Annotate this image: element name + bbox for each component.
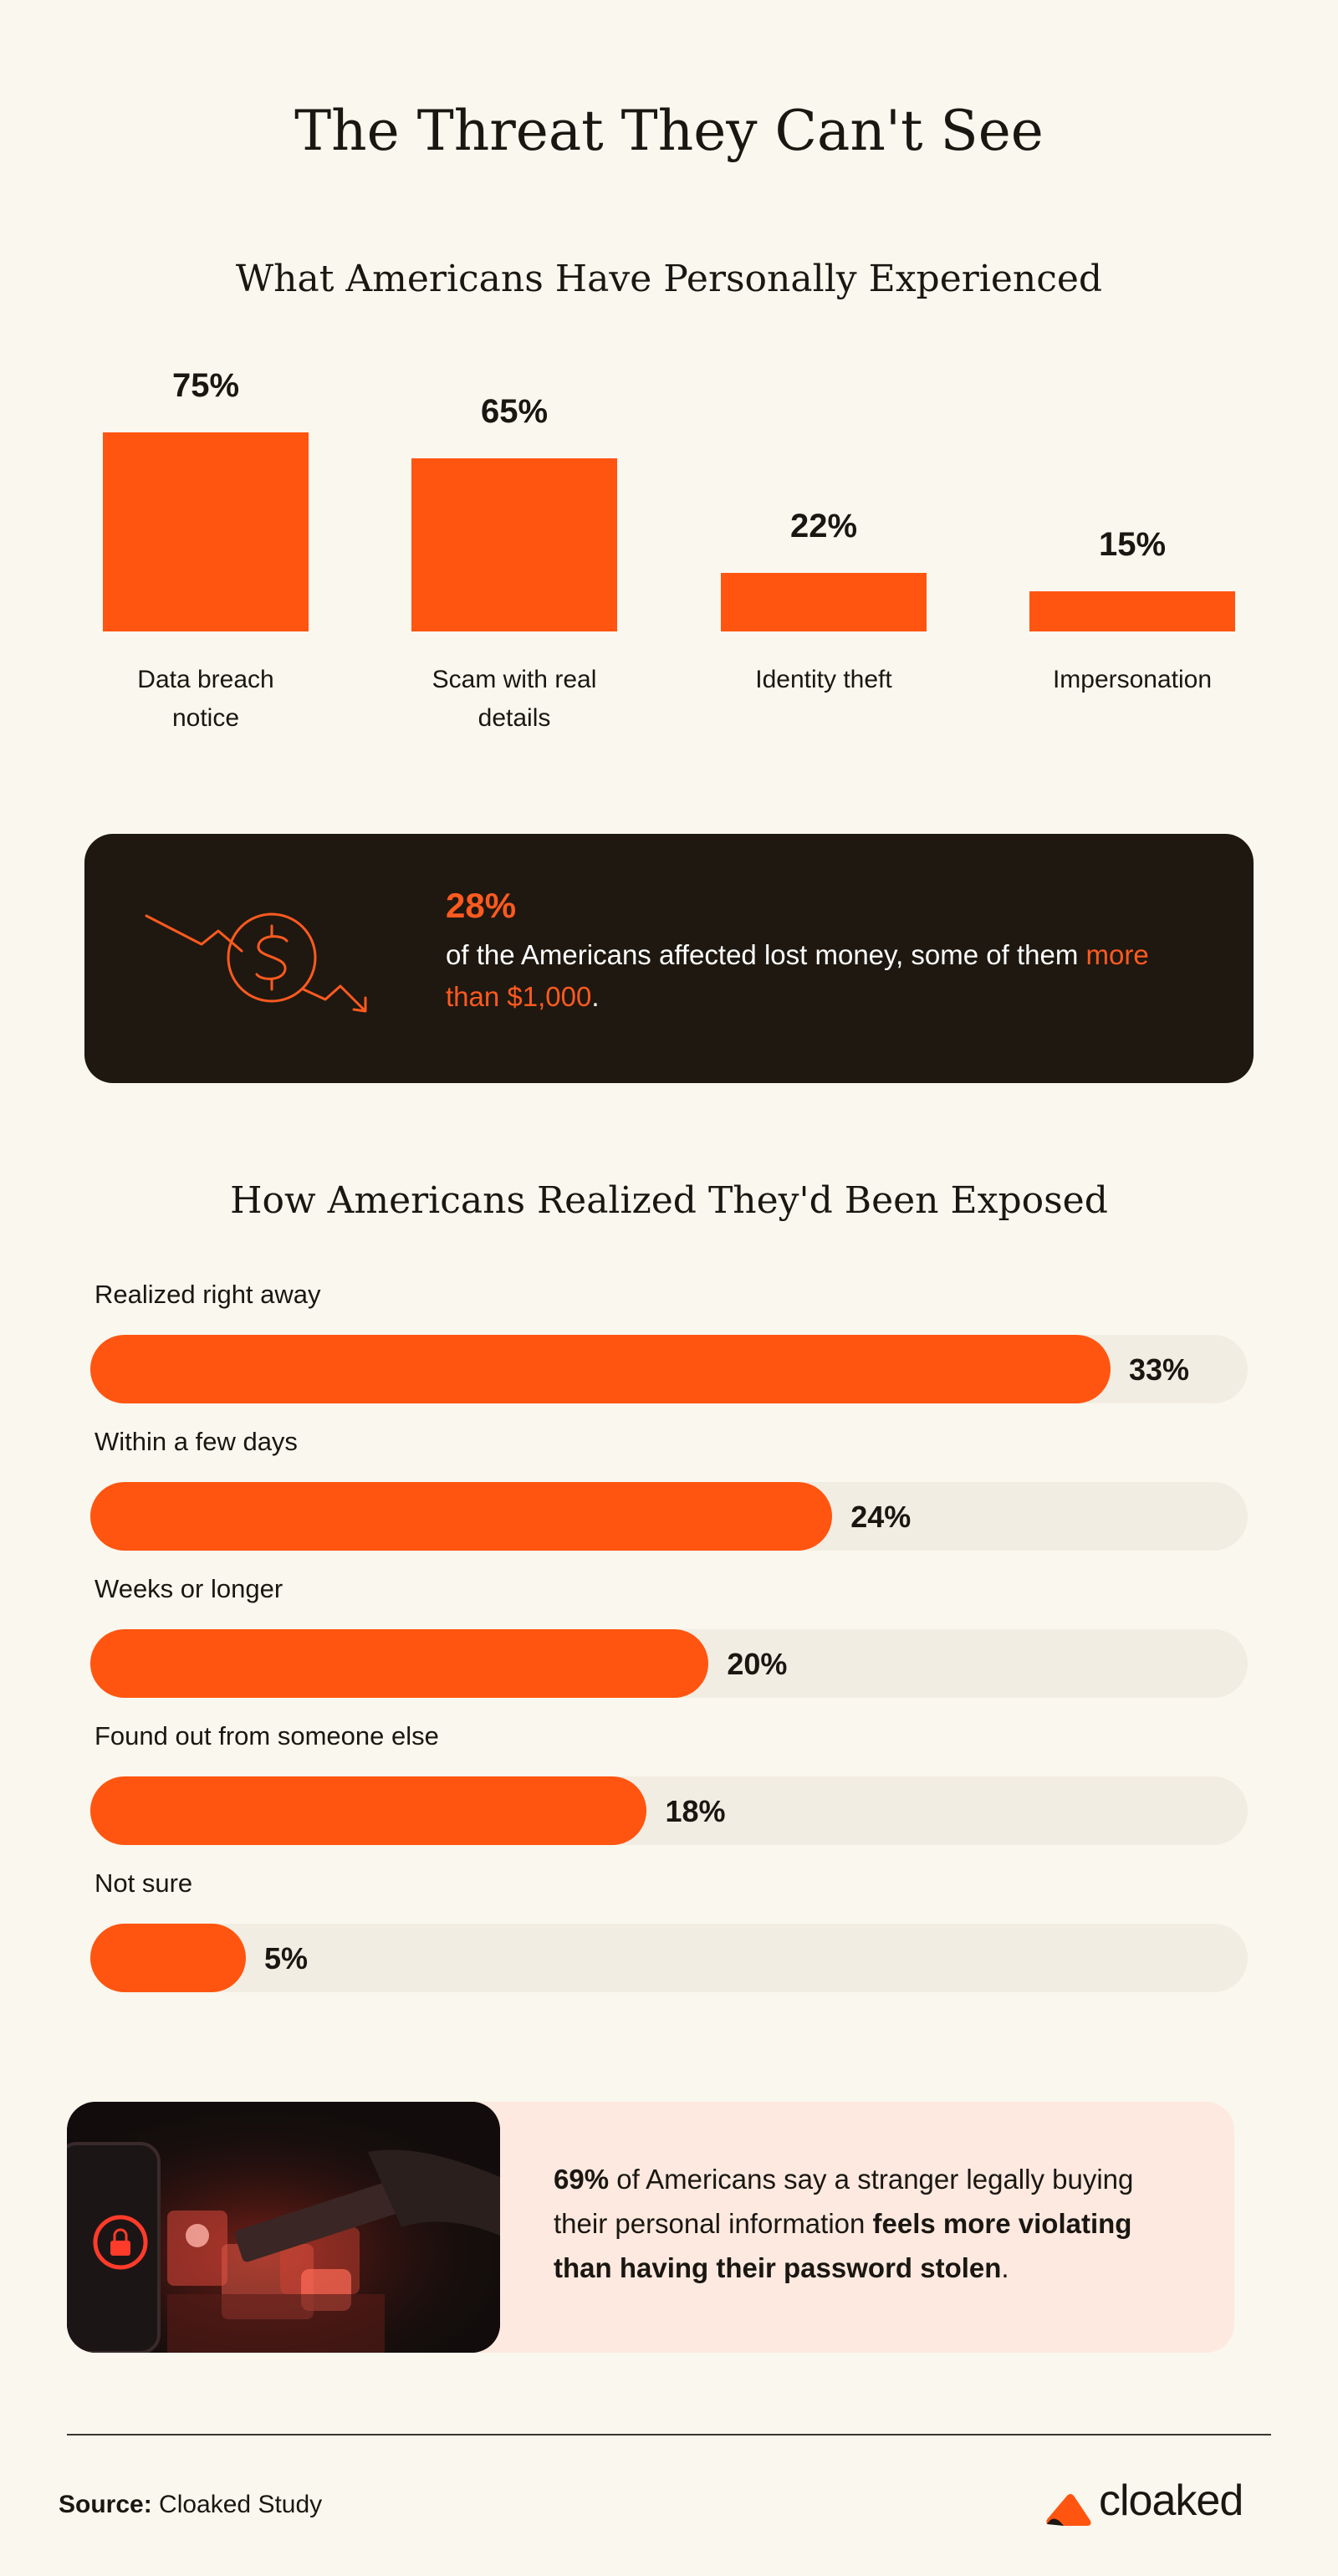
loss-text-main: of the Americans affected lost money, so… xyxy=(446,939,1079,970)
money-loss-icon xyxy=(145,912,367,1013)
experienced-bar xyxy=(103,432,309,631)
experienced-bar xyxy=(411,458,617,631)
experienced-bar-chart: 75% Data breach notice 65% Scam with real d… xyxy=(0,351,1338,744)
source-label: Source: xyxy=(59,2491,152,2518)
loss-highlight: more than $1,000 xyxy=(446,939,1149,1012)
stat-bold-text: feels more violating than having their p… xyxy=(554,2208,1132,2283)
phone-lock-illustration xyxy=(67,2102,500,2353)
violation-stat-text: 69% of Americans say a stranger legally … xyxy=(554,2157,1189,2290)
logo-text: cloaked xyxy=(1099,2476,1244,2525)
experienced-bar-label: Impersonation xyxy=(1052,666,1213,693)
experienced-bar-label: Scam with real details xyxy=(432,666,597,732)
exposure-bar-label: Within a few days xyxy=(94,1427,298,1456)
experienced-bar-value: 75% xyxy=(171,366,240,404)
money-loss-card: 28% of the Americans affected lost money… xyxy=(84,834,1254,1083)
source-line: Source: Cloaked Study xyxy=(59,2491,322,2519)
exposure-bar-label: Found out from someone else xyxy=(94,1721,439,1751)
experienced-bar-label: Data breach notice xyxy=(137,666,274,732)
exposure-chart-title: How Americans Realized They'd Been Expos… xyxy=(230,1179,1108,1222)
exposure-bar xyxy=(90,1482,833,1551)
exposure-bar xyxy=(90,1629,709,1698)
footer-divider xyxy=(67,2434,1271,2435)
loss-text-end: . xyxy=(591,981,600,1012)
experienced-bar xyxy=(1029,591,1235,631)
stat-text-end: . xyxy=(1001,2252,1009,2283)
exposure-bar-value: 5% xyxy=(264,1941,309,1975)
exposure-bar-label: Not sure xyxy=(94,1868,193,1898)
loss-description: of the Americans affected lost money, so… xyxy=(446,934,1198,1018)
experienced-bar-value: 15% xyxy=(1098,526,1167,564)
stat-text-main: of Americans say a stranger legally buyi… xyxy=(554,2164,1134,2239)
experienced-chart-title: What Americans Have Personally Experienc… xyxy=(235,258,1103,300)
loss-percent: 28% xyxy=(446,886,517,925)
experienced-bar-value: 22% xyxy=(789,508,858,545)
exposure-bar-track xyxy=(90,1924,1248,1992)
exposure-bar-value: 20% xyxy=(727,1647,788,1681)
stat-percent: 69% xyxy=(554,2164,610,2195)
main-title: The Threat They Can't See xyxy=(294,99,1044,163)
experienced-bar-label: Identity theft xyxy=(755,666,892,693)
exposure-bar xyxy=(90,1776,647,1845)
exposure-bar-value: 33% xyxy=(1129,1352,1190,1387)
source-value: Cloaked Study xyxy=(151,2491,323,2518)
phone-lock-data-image xyxy=(67,2102,500,2353)
experienced-bar-value: 65% xyxy=(480,393,549,431)
exposure-bar-label: Realized right away xyxy=(94,1280,321,1309)
violation-stat-card: 69% of Americans say a stranger legally … xyxy=(67,2102,1234,2353)
exposure-bar-chart: Realized right away 33% Within a few days 2… xyxy=(0,1280,1338,1999)
exposure-bar-value: 18% xyxy=(665,1794,726,1828)
exposure-bar xyxy=(90,1335,1111,1403)
exposure-bar-value: 24% xyxy=(850,1500,912,1534)
experienced-bar xyxy=(721,573,927,631)
exposure-bar xyxy=(90,1924,246,1992)
cloaked-logo-icon xyxy=(1046,2494,1091,2526)
exposure-bar-label: Weeks or longer xyxy=(94,1574,283,1603)
